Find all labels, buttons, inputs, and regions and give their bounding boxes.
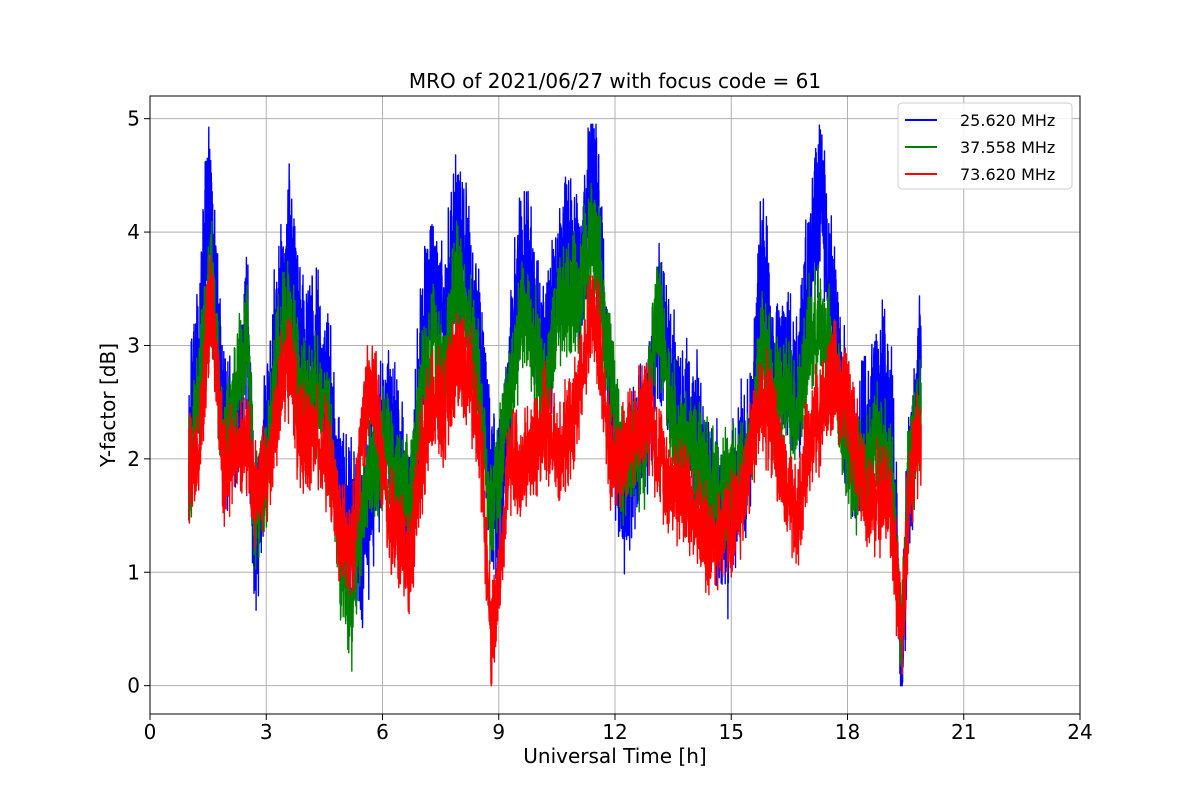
legend-box [897, 102, 1073, 190]
x-tick-label: 0 [144, 720, 157, 744]
x-tick-label: 9 [492, 720, 505, 744]
legend-label-37-558-mhz: 37.558 MHz [960, 138, 1055, 157]
y-tick-label: 1 [127, 560, 140, 584]
y-tick-label: 3 [127, 333, 140, 357]
legend: 25.620 MHz 37.558 MHz 73.620 MHz [897, 102, 1073, 190]
y-axis-label: Y-factor [dB] [96, 343, 120, 468]
legend-entries: 25.620 MHz 37.558 MHz 73.620 MHz [905, 111, 1055, 184]
y-tick-label: 5 [127, 107, 140, 131]
y-tick-label: 2 [127, 447, 140, 471]
x-axis-label: Universal Time [h] [523, 744, 706, 768]
x-tick-label: 21 [951, 720, 976, 744]
legend-label-25-620-mhz: 25.620 MHz [960, 111, 1055, 130]
x-tick-label: 6 [376, 720, 389, 744]
y-tick-label: 4 [127, 220, 140, 244]
series-layer [188, 123, 922, 687]
y-tick-label: 0 [127, 674, 140, 698]
x-tick-label: 3 [260, 720, 273, 744]
series-line-73-620-mhz [188, 253, 922, 687]
legend-label-73-620-mhz: 73.620 MHz [960, 165, 1055, 184]
x-tick-label: 24 [1067, 720, 1092, 744]
x-tick-label: 12 [602, 720, 627, 744]
x-tick-label: 15 [719, 720, 744, 744]
chart-title: MRO of 2021/06/27 with focus code = 61 [409, 69, 821, 93]
x-tick-label: 18 [835, 720, 860, 744]
